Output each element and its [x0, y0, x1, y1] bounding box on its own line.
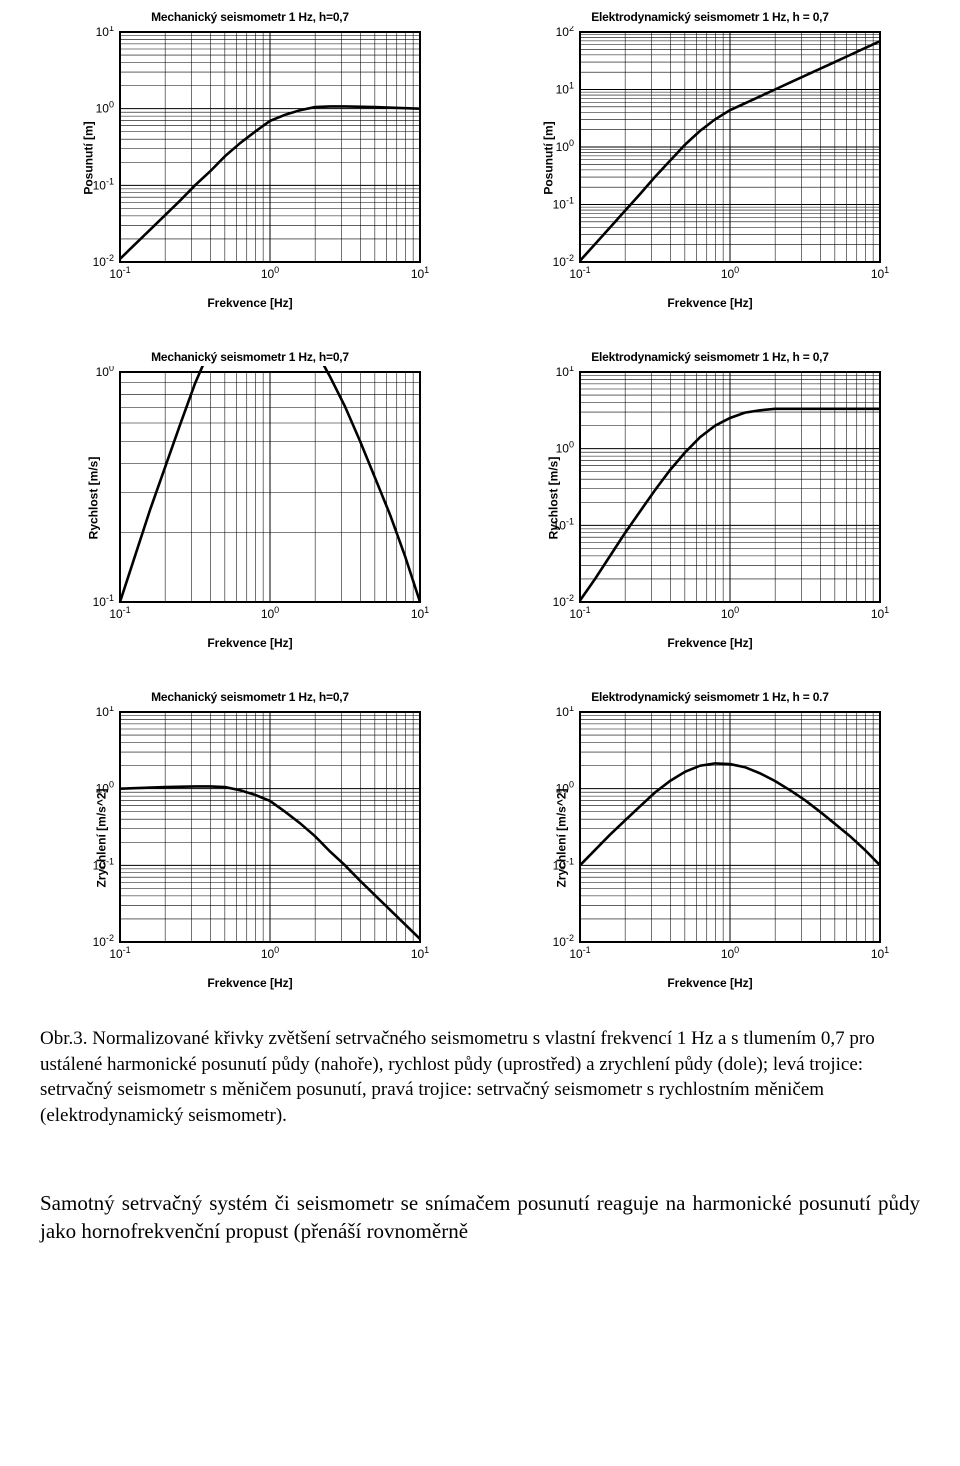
svg-text:10-1: 10-1 — [569, 945, 590, 961]
chart-p31: 10-110010110-210-1100101 — [70, 706, 430, 970]
chart-p22: 10-110010110-210-1100101 — [530, 366, 890, 630]
panel-title: Elektrodynamický seismometr 1 Hz, h = 0,… — [591, 10, 829, 24]
svg-text:100: 100 — [96, 100, 114, 116]
svg-text:101: 101 — [556, 366, 574, 379]
svg-text:10-1: 10-1 — [109, 265, 130, 281]
x-axis-label: Frekvence [Hz] — [667, 976, 752, 990]
y-axis-label: Zrychlení [m/s^2] — [95, 788, 109, 887]
svg-text:102: 102 — [556, 26, 574, 39]
svg-text:100: 100 — [261, 945, 279, 961]
svg-text:101: 101 — [871, 605, 889, 621]
panel-p22: Elektrodynamický seismometr 1 Hz, h = 0,… — [500, 350, 920, 650]
svg-text:10-1: 10-1 — [109, 945, 130, 961]
y-axis-label: Rychlost [m/s] — [546, 457, 560, 540]
svg-text:101: 101 — [411, 265, 429, 281]
panel-title: Mechanický seismometr 1 Hz, h=0,7 — [151, 10, 349, 24]
panel-p11: Mechanický seismometr 1 Hz, h=0,7 Posunut… — [40, 10, 460, 310]
svg-text:101: 101 — [871, 265, 889, 281]
svg-text:10-1: 10-1 — [93, 176, 114, 192]
svg-text:100: 100 — [261, 265, 279, 281]
figure-caption: Obr.3. Normalizované křivky zvětšení set… — [40, 1026, 920, 1129]
y-axis-label: Zrychlení [m/s^2] — [555, 788, 569, 887]
svg-text:100: 100 — [721, 605, 739, 621]
svg-text:100: 100 — [721, 265, 739, 281]
x-axis-label: Frekvence [Hz] — [667, 636, 752, 650]
panel-p31: Mechanický seismometr 1 Hz, h=0,7 Zrychle… — [40, 690, 460, 990]
body-paragraph: Samotný setrvačný systém či seismometr s… — [40, 1189, 920, 1246]
svg-text:100: 100 — [261, 605, 279, 621]
svg-text:100: 100 — [556, 440, 574, 456]
x-axis-label: Frekvence [Hz] — [207, 976, 292, 990]
svg-text:100: 100 — [721, 945, 739, 961]
chart-p21: 10-110010110-1100 — [70, 366, 430, 630]
chart-p12: 10-110010110-210-1100101102 — [530, 26, 890, 290]
panel-p32: Elektrodynamický seismometr 1 Hz, h = 0.… — [500, 690, 920, 990]
svg-text:101: 101 — [556, 706, 574, 719]
svg-text:101: 101 — [871, 945, 889, 961]
panel-p12: Elektrodynamický seismometr 1 Hz, h = 0,… — [500, 10, 920, 310]
y-axis-label: Posunutí [m] — [82, 121, 96, 194]
panel-title: Mechanický seismometr 1 Hz, h=0,7 — [151, 690, 349, 704]
svg-text:100: 100 — [556, 138, 574, 154]
svg-text:101: 101 — [96, 706, 114, 719]
svg-text:100: 100 — [96, 366, 114, 379]
panel-title: Elektrodynamický seismometr 1 Hz, h = 0,… — [591, 350, 829, 364]
y-axis-label: Posunutí [m] — [542, 121, 556, 194]
svg-text:10-1: 10-1 — [553, 196, 574, 212]
svg-text:101: 101 — [411, 605, 429, 621]
panel-p21: Mechanický seismometr 1 Hz, h=0,7 Rychlos… — [40, 350, 460, 650]
svg-text:101: 101 — [96, 26, 114, 39]
y-axis-label: Rychlost [m/s] — [86, 457, 100, 540]
x-axis-label: Frekvence [Hz] — [207, 296, 292, 310]
svg-text:10-1: 10-1 — [569, 605, 590, 621]
chart-p32: 10-110010110-210-1100101 — [530, 706, 890, 970]
figure-label: Obr.3. — [40, 1028, 88, 1049]
panel-title: Mechanický seismometr 1 Hz, h=0,7 — [151, 350, 349, 364]
svg-text:101: 101 — [411, 945, 429, 961]
chart-p11: 10-110010110-210-1100101 — [70, 26, 430, 290]
x-axis-label: Frekvence [Hz] — [667, 296, 752, 310]
panel-title: Elektrodynamický seismometr 1 Hz, h = 0.… — [591, 690, 829, 704]
x-axis-label: Frekvence [Hz] — [207, 636, 292, 650]
svg-text:10-1: 10-1 — [109, 605, 130, 621]
svg-text:10-1: 10-1 — [569, 265, 590, 281]
svg-text:101: 101 — [556, 81, 574, 97]
figure-caption-text: Normalizované křivky zvětšení setrvačnéh… — [40, 1028, 875, 1126]
